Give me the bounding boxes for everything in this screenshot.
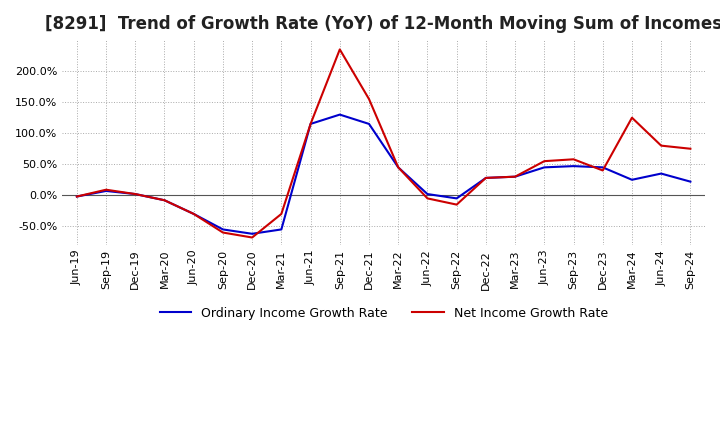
Ordinary Income Growth Rate xyxy=(598,165,607,170)
Ordinary Income Growth Rate xyxy=(628,177,636,183)
Net Income Growth Rate xyxy=(452,202,461,207)
Ordinary Income Growth Rate xyxy=(102,188,110,194)
Ordinary Income Growth Rate xyxy=(482,175,490,180)
Ordinary Income Growth Rate xyxy=(423,191,432,197)
Net Income Growth Rate xyxy=(336,47,344,52)
Ordinary Income Growth Rate xyxy=(131,191,140,197)
Ordinary Income Growth Rate xyxy=(394,165,402,170)
Net Income Growth Rate xyxy=(277,211,286,216)
Ordinary Income Growth Rate xyxy=(657,171,665,176)
Ordinary Income Growth Rate xyxy=(277,227,286,232)
Ordinary Income Growth Rate xyxy=(540,165,549,170)
Ordinary Income Growth Rate xyxy=(452,196,461,201)
Ordinary Income Growth Rate xyxy=(365,121,374,127)
Net Income Growth Rate xyxy=(482,175,490,180)
Net Income Growth Rate xyxy=(73,194,81,199)
Net Income Growth Rate xyxy=(248,235,256,240)
Net Income Growth Rate xyxy=(189,211,198,216)
Net Income Growth Rate xyxy=(598,168,607,173)
Ordinary Income Growth Rate xyxy=(160,198,168,203)
Ordinary Income Growth Rate xyxy=(248,231,256,236)
Ordinary Income Growth Rate xyxy=(510,174,519,180)
Ordinary Income Growth Rate xyxy=(336,112,344,117)
Net Income Growth Rate xyxy=(306,121,315,127)
Ordinary Income Growth Rate xyxy=(686,179,695,184)
Ordinary Income Growth Rate xyxy=(306,121,315,127)
Ordinary Income Growth Rate xyxy=(189,211,198,216)
Net Income Growth Rate xyxy=(657,143,665,148)
Net Income Growth Rate xyxy=(131,191,140,197)
Line: Ordinary Income Growth Rate: Ordinary Income Growth Rate xyxy=(77,114,690,234)
Net Income Growth Rate xyxy=(686,146,695,151)
Net Income Growth Rate xyxy=(365,96,374,102)
Net Income Growth Rate xyxy=(160,198,168,203)
Ordinary Income Growth Rate xyxy=(219,227,228,232)
Net Income Growth Rate xyxy=(628,115,636,121)
Title: [8291]  Trend of Growth Rate (YoY) of 12-Month Moving Sum of Incomes: [8291] Trend of Growth Rate (YoY) of 12-… xyxy=(45,15,720,33)
Ordinary Income Growth Rate xyxy=(73,194,81,199)
Net Income Growth Rate xyxy=(540,158,549,164)
Net Income Growth Rate xyxy=(570,157,578,162)
Ordinary Income Growth Rate xyxy=(570,164,578,169)
Net Income Growth Rate xyxy=(394,165,402,170)
Legend: Ordinary Income Growth Rate, Net Income Growth Rate: Ordinary Income Growth Rate, Net Income … xyxy=(155,302,613,325)
Net Income Growth Rate xyxy=(423,196,432,201)
Net Income Growth Rate xyxy=(102,187,110,192)
Net Income Growth Rate xyxy=(510,174,519,180)
Net Income Growth Rate xyxy=(219,230,228,235)
Line: Net Income Growth Rate: Net Income Growth Rate xyxy=(77,49,690,238)
